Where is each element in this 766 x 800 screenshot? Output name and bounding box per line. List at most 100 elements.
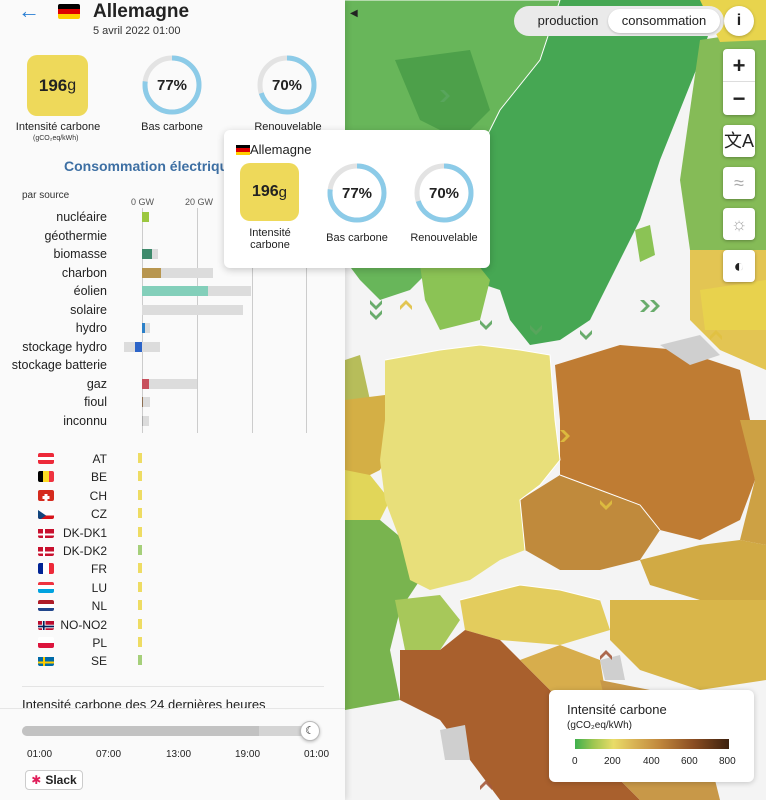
source-value-bar[interactable]	[142, 415, 143, 426]
source-label: solaire	[70, 302, 107, 317]
tooltip-low-carbon-label: Bas carbone	[326, 232, 388, 244]
time-slider-range	[22, 726, 259, 736]
legend-gradient	[575, 739, 729, 749]
zone-datetime: 5 avril 2022 01:00	[93, 25, 181, 37]
legend-tick-200: 200	[604, 756, 621, 767]
source-label: stockage hydro	[22, 339, 107, 354]
time-label-0: 01:00	[27, 749, 53, 760]
country-label: DK-DK1	[62, 525, 107, 540]
source-value-bar[interactable]	[142, 267, 162, 278]
zoom-in-button[interactable]: +	[723, 49, 755, 82]
country-import-bar[interactable]	[138, 618, 142, 629]
source-value-bar[interactable]	[142, 249, 152, 259]
language-icon[interactable]: 文A	[723, 125, 755, 157]
country-import-bar[interactable]	[138, 508, 142, 519]
source-capacity-bar[interactable]	[142, 378, 197, 389]
source-label: fioul	[84, 395, 107, 409]
country-label: AT	[92, 452, 107, 466]
gridline-60	[306, 208, 307, 433]
time-label-3: 19:00	[235, 749, 261, 760]
source-value-bar[interactable]	[135, 341, 142, 352]
country-label: CH	[89, 488, 107, 503]
time-slider-thumb-moon-icon[interactable]: ☾	[300, 721, 320, 741]
solar-icon[interactable]: ☼	[723, 208, 755, 240]
tooltip-renewable-label: Renouvelable	[410, 232, 478, 244]
source-value-bar[interactable]	[142, 323, 145, 333]
country-import-bar[interactable]	[138, 471, 142, 482]
slack-button[interactable]: ✱ Slack	[25, 770, 83, 790]
toggle-production[interactable]: production	[537, 13, 599, 28]
flag-no-icon	[38, 619, 54, 630]
map-zone-poland	[555, 345, 755, 540]
source-capacity-bar[interactable]	[142, 323, 151, 333]
source-label: inconnu	[63, 413, 107, 428]
source-label: gaz	[86, 376, 107, 391]
source-capacity-bar[interactable]	[124, 341, 160, 352]
zoom-out-button[interactable]: −	[732, 86, 746, 111]
carbon-intensity-unit: g	[67, 76, 77, 94]
country-import-bar[interactable]	[138, 655, 142, 666]
flag-lu-icon	[38, 581, 54, 593]
map-zone-austria	[460, 585, 610, 645]
country-import-bar[interactable]	[138, 563, 142, 574]
by-source-label: par source	[22, 190, 70, 201]
tooltip-renewable-gauge: 70%	[413, 162, 475, 224]
map-zone-france	[345, 520, 420, 710]
country-import-bar[interactable]	[138, 545, 142, 555]
source-value-bar[interactable]	[142, 212, 150, 222]
country-label: PL	[92, 636, 107, 650]
collapse-panel-icon[interactable]: ◀	[350, 8, 358, 19]
source-capacity-bar[interactable]	[142, 304, 243, 315]
country-label: LU	[91, 580, 107, 595]
flag-dk-icon	[38, 545, 54, 556]
flag-cz-icon	[38, 508, 54, 520]
low-carbon-ring	[142, 55, 202, 115]
source-label: stockage batterie	[11, 358, 107, 372]
source-capacity-bar[interactable]	[142, 267, 213, 278]
country-import-bar[interactable]	[138, 637, 142, 647]
wind-icon[interactable]: ≈	[723, 167, 755, 199]
source-label: nucléaire	[56, 210, 107, 224]
legend-unit: (gCO₂eq/kWh)	[567, 720, 633, 731]
production-consumption-toggle[interactable]: production consommation	[514, 6, 724, 36]
source-value-bar[interactable]	[142, 286, 208, 296]
country-import-bar[interactable]	[138, 600, 142, 611]
source-value-bar[interactable]	[142, 397, 144, 407]
time-slider-track[interactable]	[22, 726, 310, 736]
country-import-bar[interactable]	[138, 526, 142, 537]
info-button[interactable]: i	[724, 6, 754, 36]
map-zone-czech	[520, 475, 660, 570]
source-label: charbon	[61, 265, 107, 280]
back-arrow-icon[interactable]: ←	[18, 0, 40, 23]
toggle-consumption[interactable]: consommation	[608, 9, 720, 33]
slack-icon: ✱	[31, 773, 42, 787]
source-value-bar[interactable]	[142, 378, 149, 389]
country-import-bar[interactable]	[138, 581, 142, 592]
tooltip-carbon-square: 196 g	[240, 163, 299, 221]
map-zone-norway-north	[395, 50, 490, 140]
tooltip-carbon-value: 196	[251, 183, 279, 200]
source-capacity-bar[interactable]	[142, 415, 149, 426]
flag-at-icon	[38, 453, 54, 464]
flag-pl-icon	[38, 637, 54, 648]
carbon-intensity-label: Intensité carbone	[15, 121, 101, 133]
country-import-bar[interactable]	[138, 489, 142, 500]
map-zone-slovakia	[640, 540, 766, 600]
country-label: SE	[90, 654, 107, 669]
tooltip-low-carbon-ring	[327, 163, 387, 223]
map-zone-sweden	[450, 0, 720, 345]
zone-title: Allemagne	[93, 1, 190, 22]
flag-se-icon	[38, 655, 54, 667]
map-zone-denmark	[420, 255, 490, 330]
renewable-gauge: 70%	[256, 54, 318, 116]
source-label: géothermie	[44, 228, 107, 243]
zone-tooltip: Allemagne 196 g Intensité carbone 77% Bas…	[224, 130, 490, 268]
map-zone-belgium	[345, 470, 390, 520]
dark-mode-icon[interactable]: ◐	[723, 250, 755, 282]
tooltip-renewable-ring	[414, 163, 474, 223]
country-label: NL	[91, 599, 107, 614]
tooltip-zone-name: Allemagne	[250, 142, 312, 157]
source-capacity-bar[interactable]	[142, 397, 151, 407]
country-import-bar[interactable]	[138, 453, 142, 463]
